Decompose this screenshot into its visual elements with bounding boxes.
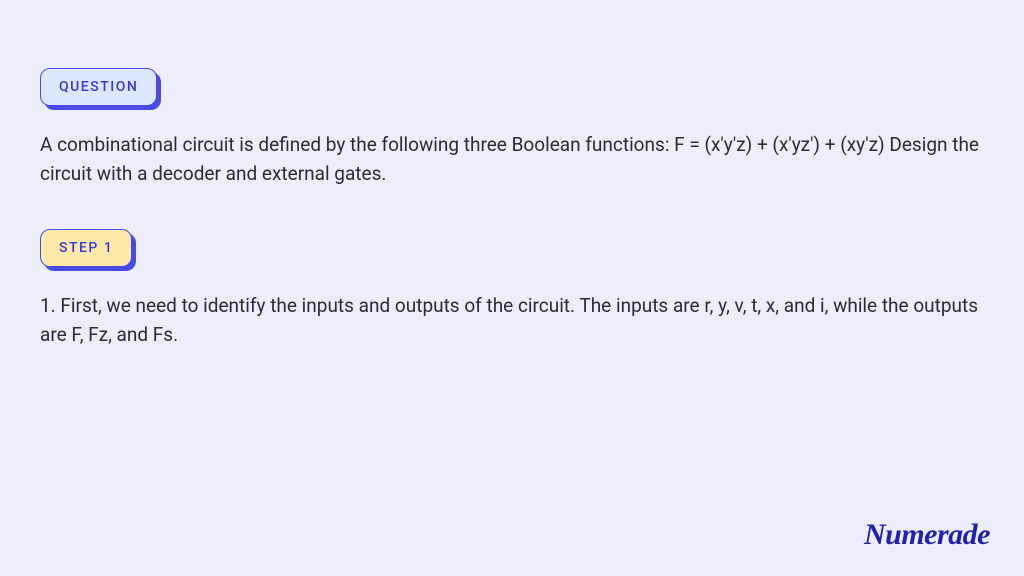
step-badge-label: STEP 1 xyxy=(40,229,132,267)
question-badge-label: QUESTION xyxy=(40,68,157,106)
question-badge: QUESTION xyxy=(40,68,157,106)
brand-logo: Numerade xyxy=(864,518,990,552)
step-text: 1. First, we need to identify the inputs… xyxy=(40,291,980,350)
question-text: A combinational circuit is defined by th… xyxy=(40,130,980,189)
step-badge: STEP 1 xyxy=(40,229,132,267)
